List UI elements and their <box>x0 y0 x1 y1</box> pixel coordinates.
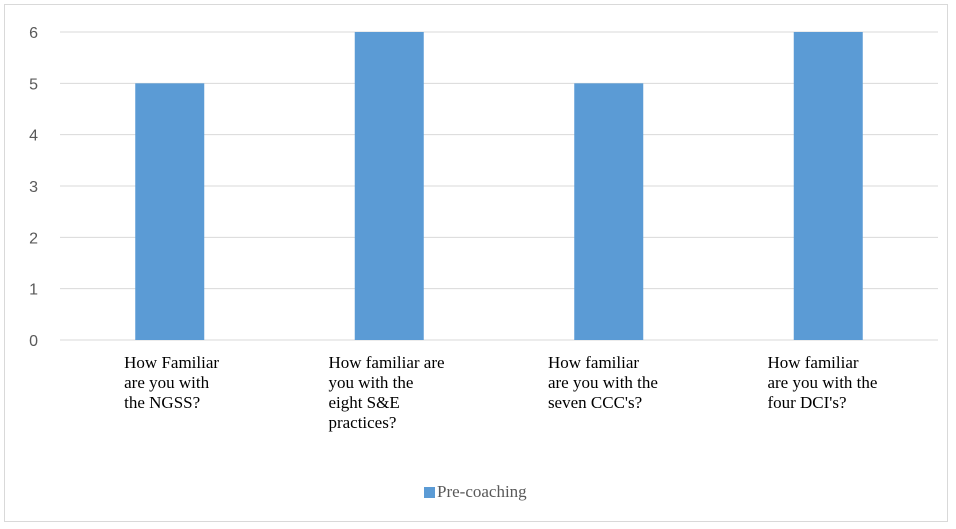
y-axis-ticks: 0 1 2 3 4 5 6 <box>29 25 38 350</box>
category-label-line: four DCI's? <box>767 393 846 412</box>
bar-2 <box>354 32 424 340</box>
y-tick-label: 2 <box>29 230 38 247</box>
y-tick-label: 5 <box>29 76 38 93</box>
y-tick-label: 0 <box>29 333 38 350</box>
gridlines <box>60 31 938 341</box>
category-label-line: the NGSS? <box>124 393 200 412</box>
category-label-4: How familiar are you with the four DCI's? <box>767 353 877 412</box>
category-label-line: seven CCC's? <box>548 393 642 412</box>
bar-1 <box>135 83 205 340</box>
x-axis-categories: How Familiar are you with the NGSS? How fam… <box>124 353 877 432</box>
y-tick-label: 6 <box>29 25 38 42</box>
bar-4 <box>793 32 863 340</box>
y-tick-label: 4 <box>29 128 38 145</box>
bars <box>135 32 863 340</box>
category-label-line: are you with the <box>767 373 877 392</box>
legend-label: Pre-coaching <box>437 482 527 501</box>
bar-3 <box>574 83 644 340</box>
category-label-line: are you with <box>124 373 209 392</box>
category-label-line: How familiar <box>767 353 858 372</box>
legend-swatch <box>424 487 435 498</box>
category-label-line: practices? <box>328 413 396 432</box>
category-label-2: How familiar are you with the eight S&E pra… <box>328 353 444 432</box>
category-label-1: How Familiar are you with the NGSS? <box>124 353 219 412</box>
category-label-3: How familiar are you with the seven CCC's? <box>548 353 658 412</box>
category-label-line: eight S&E <box>328 393 399 412</box>
category-label-line: How familiar are <box>328 353 444 372</box>
legend: Pre-coaching <box>424 482 527 501</box>
category-label-line: How Familiar <box>124 353 219 372</box>
category-label-line: are you with the <box>548 373 658 392</box>
y-tick-label: 3 <box>29 179 38 196</box>
category-label-line: How familiar <box>548 353 639 372</box>
y-tick-label: 1 <box>29 282 38 299</box>
category-label-line: you with the <box>328 373 413 392</box>
